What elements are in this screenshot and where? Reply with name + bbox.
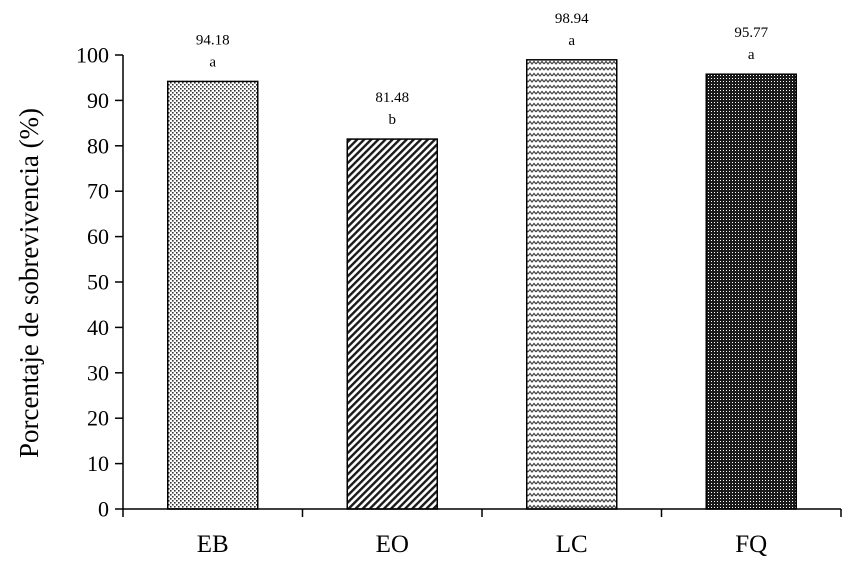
bar-value-label: 98.94 bbox=[555, 11, 589, 27]
y-tick-label: 50 bbox=[87, 270, 109, 295]
x-axis: EB EO LC FQ bbox=[122, 508, 842, 558]
y-axis: 0 10 20 30 40 50 60 70 80 90 100 bbox=[76, 43, 124, 522]
bar-eo bbox=[346, 138, 438, 510]
y-tick-label: 60 bbox=[87, 224, 109, 249]
bar-value-label: 81.48 bbox=[375, 90, 409, 106]
y-axis-label: Porcentaje de sobrevivencia (%) bbox=[14, 108, 44, 458]
x-category-label: EB bbox=[197, 531, 229, 558]
y-tick-label: 90 bbox=[87, 88, 109, 113]
x-category-label: FQ bbox=[735, 531, 767, 558]
bar-value-label: 94.18 bbox=[196, 32, 230, 48]
y-tick-label: 20 bbox=[87, 406, 109, 431]
y-tick-label: 80 bbox=[87, 133, 109, 158]
bar-lc bbox=[526, 59, 618, 510]
bar-significance-letter: a bbox=[748, 47, 755, 63]
y-tick-label: 10 bbox=[87, 451, 109, 476]
y-tick-label: 0 bbox=[98, 497, 109, 522]
y-tick-label: 30 bbox=[87, 360, 109, 385]
y-tick-label: 100 bbox=[76, 43, 109, 68]
bar-eb bbox=[167, 80, 259, 510]
bar-significance-letter: a bbox=[209, 54, 216, 70]
bar-fq bbox=[705, 73, 797, 510]
x-category-label: LC bbox=[556, 531, 588, 558]
bar-value-label: 95.77 bbox=[734, 25, 768, 41]
bar-significance-letter: b bbox=[389, 112, 397, 128]
x-category-label: EO bbox=[376, 531, 409, 558]
bar-significance-letter: a bbox=[568, 33, 575, 49]
bars: 94.18 a 81.48 b 98.94 a 95.77 a bbox=[167, 11, 797, 510]
y-tick-label: 40 bbox=[87, 315, 109, 340]
y-tick-label: 70 bbox=[87, 179, 109, 204]
